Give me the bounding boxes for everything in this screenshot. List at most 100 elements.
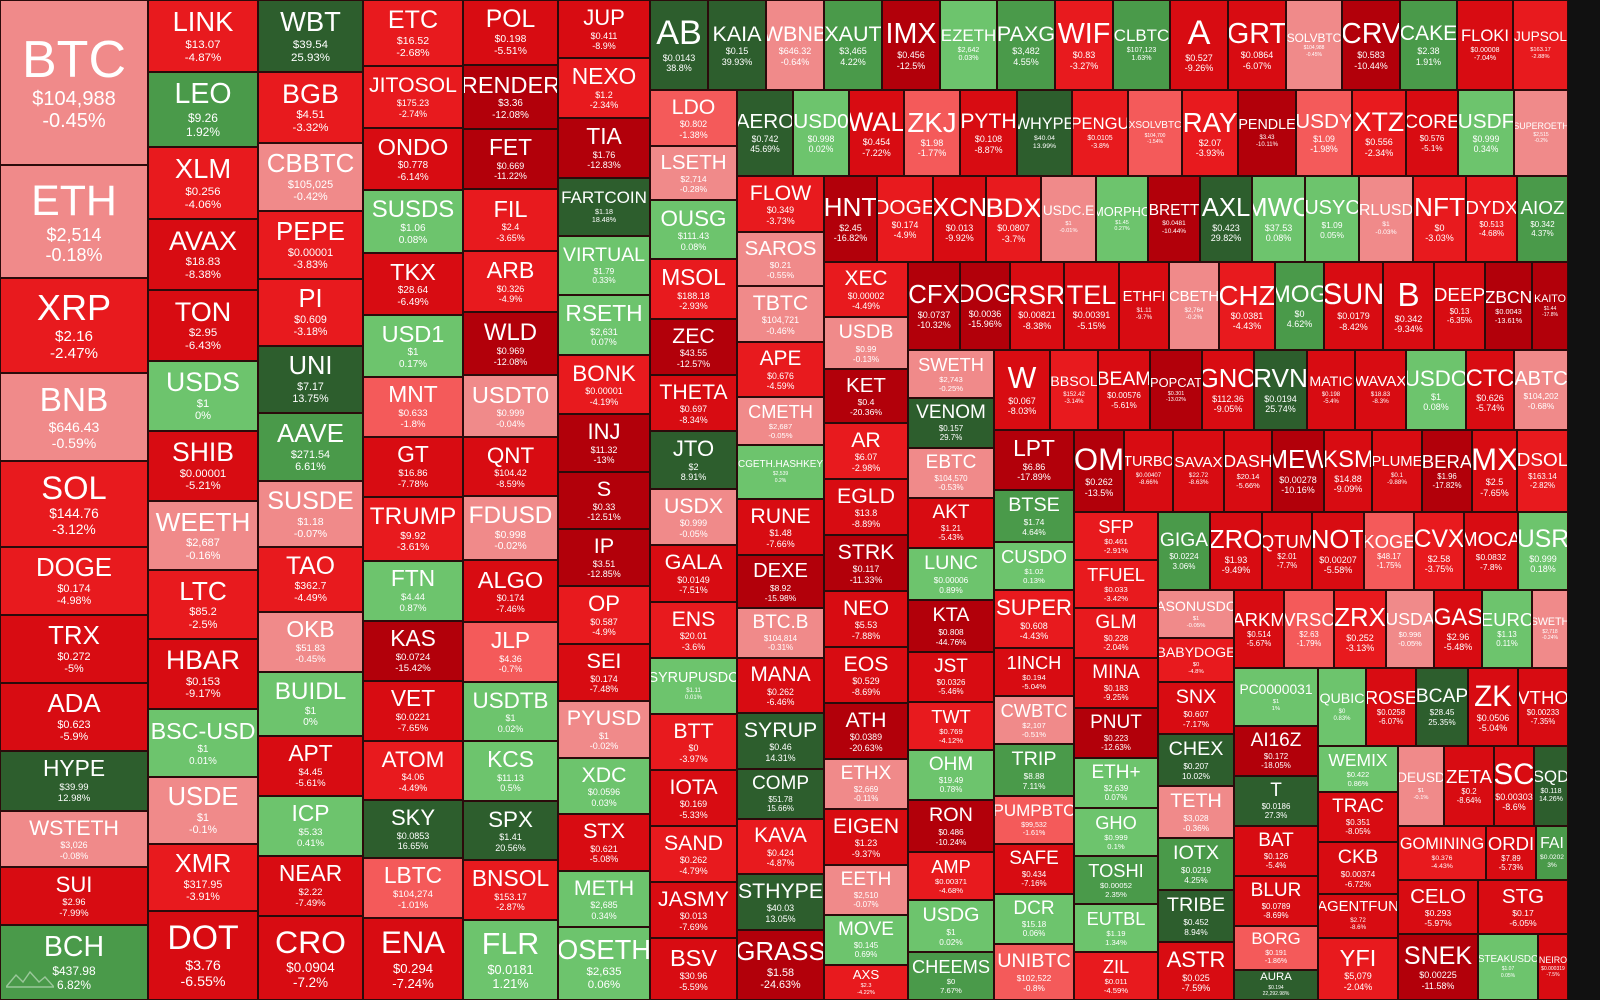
tile-usdy[interactable]: USDY $1.09 -1.98% (1296, 90, 1352, 176)
tile-aero[interactable]: AERO $0.742 45.69% (737, 90, 793, 176)
tile-op[interactable]: OP $0.587 -4.9% (558, 586, 650, 644)
tile-solvbtc[interactable]: SOLVBTC $104,988 -0.45% (1286, 0, 1342, 90)
tile-gno[interactable]: GNO$112.36-9.05% (1202, 350, 1254, 430)
tile-sui[interactable]: SUI $2.96 -7.99% (0, 867, 148, 925)
tile-btse[interactable]: BTSE $1.74 4.64% (994, 490, 1074, 542)
tile-sweth[interactable]: SWETH $2,743 -0.25% (908, 350, 994, 398)
tile-sqd[interactable]: SQD $0.118 14.26% (1534, 746, 1568, 826)
tile-tao[interactable]: TAO $362.7 -4.49% (258, 547, 363, 612)
tile-cvx[interactable]: CVX $2.58 -3.75% (1414, 512, 1464, 590)
tile-cro[interactable]: CRO $0.0904 -7.2% (258, 916, 363, 1000)
tile-ondo[interactable]: ONDO $0.778 -6.14% (363, 128, 463, 190)
tile-steakusdc[interactable]: STEAKUSDC $1.07 0.05% (1478, 934, 1538, 1000)
tile-usr[interactable]: USR $0.999 0.18% (1518, 512, 1568, 590)
tile-not[interactable]: NOT $0.00207 -5.58% (1312, 512, 1364, 590)
tile-pc0000031[interactable]: PC0000031 $1 1% (1234, 668, 1318, 726)
tile-imx[interactable]: IMX $0.456 -12.5% (882, 0, 940, 90)
tile-aioz[interactable]: AIOZ $0.342 4.37% (1517, 176, 1568, 262)
tile-ip[interactable]: IP $3.51 -12.85% (558, 529, 650, 586)
tile-ftn[interactable]: FTN $4.44 0.87% (363, 561, 463, 621)
tile-pyth[interactable]: PYTH $0.108 -8.87% (960, 90, 1017, 176)
tile-glm[interactable]: GLM $0.228 -2.04% (1074, 608, 1158, 658)
tile-dog[interactable]: DOG$0.0036-15.96% (960, 262, 1010, 350)
tile-btc[interactable]: BTC $104,988 -0.45% (0, 0, 148, 165)
tile-dexe[interactable]: DEXE $8.92 -15.98% (737, 555, 824, 608)
tile-wemix[interactable]: WEMIX $0.422 0.86% (1318, 746, 1398, 792)
tile-fdusd[interactable]: FDUSD $0.998 -0.02% (463, 496, 558, 560)
tile-weeth[interactable]: WEETH $2,687 -0.16% (148, 501, 258, 570)
tile-syrupusdc[interactable]: SYRUPUSDC $1.11 0.01% (650, 658, 737, 714)
tile-xlm[interactable]: XLM $0.256 -4.06% (148, 147, 258, 219)
tile-pumpbtc[interactable]: PUMPBTC $99,532 -1.61% (994, 796, 1074, 844)
tile-jupsol[interactable]: JUPSOL $163.17 -2.88% (1513, 0, 1568, 90)
tile-yfi[interactable]: YFI $5,079 -2.04% (1318, 938, 1398, 1000)
tile-eth[interactable]: ETH $2,514 -0.18% (0, 165, 148, 278)
tile-morpho[interactable]: MORPHO$1.450.27% (1096, 176, 1148, 262)
tile-gomining[interactable]: GOMINING $0.376 -4.43% (1398, 826, 1486, 880)
tile-ohm[interactable]: OHM $19.49 0.78% (908, 750, 994, 800)
tile-xdc[interactable]: XDC $0.0596 0.03% (558, 758, 650, 814)
tile-grass[interactable]: GRASS $1.58 -24.63% (737, 930, 824, 1000)
tile-jlp[interactable]: JLP $4.36 -0.7% (463, 622, 558, 682)
tile-bnb[interactable]: BNB $646.43 -0.59% (0, 373, 148, 461)
tile-ousg[interactable]: OUSG $111.43 0.08% (650, 200, 737, 259)
tile-meth[interactable]: METH $2,685 0.34% (558, 871, 650, 927)
tile-xsolvbtc[interactable]: XSOLVBTC $104,700 -1.54% (1128, 90, 1182, 176)
tile-fai[interactable]: FAI $0.0202 3% (1536, 826, 1568, 880)
tile-s[interactable]: S $0.33 -12.51% (558, 472, 650, 529)
tile-qnt[interactable]: QNT $104.42 -8.59% (463, 437, 558, 496)
tile-ape[interactable]: APE $0.676 -4.59% (737, 342, 824, 397)
tile-fet[interactable]: FET $0.669 -11.22% (463, 129, 558, 189)
tile-ray[interactable]: RAY $2.07 -3.93% (1182, 90, 1238, 176)
tile-cbbtc[interactable]: CBBTC $105,025 -0.42% (258, 143, 363, 211)
tile-mx[interactable]: MX $2.5 -7.65% (1472, 430, 1517, 512)
tile-safe[interactable]: SAFE $0.434 -7.16% (994, 844, 1074, 894)
tile-wsteth[interactable]: WSTETH $3,026 -0.08% (0, 811, 148, 867)
tile-super[interactable]: SUPER $0.608 -4.43% (994, 590, 1074, 648)
tile-aura[interactable]: AURA $0.194 22,292.98% (1234, 970, 1318, 1000)
tile-bsc-usd[interactable]: BSC-USD $1 0.01% (148, 709, 258, 777)
tile-unibtc[interactable]: UNIBTC $102,522 -0.8% (994, 944, 1074, 1000)
tile-bnsol[interactable]: BNSOL $153.17 -2.87% (463, 860, 558, 920)
tile-pengu[interactable]: PENGU $0.0105 -3.8% (1072, 90, 1128, 176)
tile-wbt[interactable]: WBT $39.54 25.93% (258, 0, 363, 72)
tile-usdg[interactable]: USDG $1 0.02% (908, 900, 994, 952)
tile-sweth[interactable]: SWETH $2,718 -0.24% (1532, 590, 1568, 668)
tile-bgb[interactable]: BGB $4.51 -3.32% (258, 72, 363, 143)
tile-kaia[interactable]: KAIA $0.15 39.93% (708, 0, 766, 90)
tile-doge[interactable]: DOGE $0.174 -4.9% (877, 176, 933, 262)
tile-ron[interactable]: RON $0.486 -10.24% (908, 800, 994, 852)
tile-wif[interactable]: WIF $0.83 -3.27% (1055, 0, 1113, 90)
tile-avax[interactable]: AVAX $18.83 -8.38% (148, 219, 258, 290)
tile-teth[interactable]: TETH $3,028 -0.36% (1158, 786, 1234, 838)
tile-vtho[interactable]: VTHO $0.00233 -7.35% (1518, 668, 1568, 746)
tile-cheems[interactable]: CHEEMS $0 7.67% (908, 952, 994, 1000)
tile-xaut[interactable]: XAUT $3,465 4.22% (824, 0, 882, 90)
tile-trip[interactable]: TRIP $8.88 7.11% (994, 744, 1074, 796)
tile-eth-[interactable]: ETH+ $2,639 0.07% (1074, 758, 1158, 808)
tile-ket[interactable]: KET $0.4 -20.36% (824, 369, 908, 423)
tile-abtc[interactable]: ABTC $104,202 -0.68% (1514, 350, 1568, 430)
tile-grt[interactable]: GRT $0.0864 -6.07% (1228, 0, 1286, 90)
tile-pi[interactable]: PI $0.609 -3.18% (258, 279, 363, 346)
tile-mwc[interactable]: MWC$37.530.08% (1252, 176, 1305, 262)
tile-fartcoin[interactable]: FARTCOIN $1.18 18.48% (558, 178, 650, 236)
tile-pendle[interactable]: PENDLE $3.43 -10.11% (1238, 90, 1296, 176)
tile-aave[interactable]: AAVE $271.54 6.61% (258, 413, 363, 481)
tile-bera[interactable]: BERA $1.96 -17.82% (1422, 430, 1472, 512)
tile-strk[interactable]: STRK $0.117 -11.33% (824, 535, 908, 591)
tile-astr[interactable]: ASTR $0.025 -7.59% (1158, 942, 1234, 1000)
tile-floki[interactable]: FLOKI $0.00008 -7.04% (1457, 0, 1513, 90)
tile-eutbl[interactable]: EUTBL $1.19 1.34% (1074, 904, 1158, 952)
tile-ton[interactable]: TON $2.95 -6.43% (148, 290, 258, 361)
tile-t[interactable]: T $0.0186 27.3% (1234, 776, 1318, 826)
tile-sei[interactable]: SEI $0.174 -7.48% (558, 644, 650, 701)
tile-eigen[interactable]: EIGEN $1.23 -9.37% (824, 809, 908, 865)
tile-ens[interactable]: ENS $20.01 -3.6% (650, 602, 737, 658)
tile-bonk[interactable]: BONK $0.00001 -4.19% (558, 355, 650, 414)
tile-kas[interactable]: KAS $0.0724 -15.42% (363, 621, 463, 681)
tile-celo[interactable]: CELO $0.293 -5.97% (1398, 880, 1478, 934)
tile-sand[interactable]: SAND $0.262 -4.79% (650, 826, 737, 882)
tile-cbeth[interactable]: CBETH $2,764 -0.2% (1169, 262, 1219, 350)
tile-algo[interactable]: ALGO $0.174 -7.46% (463, 560, 558, 622)
